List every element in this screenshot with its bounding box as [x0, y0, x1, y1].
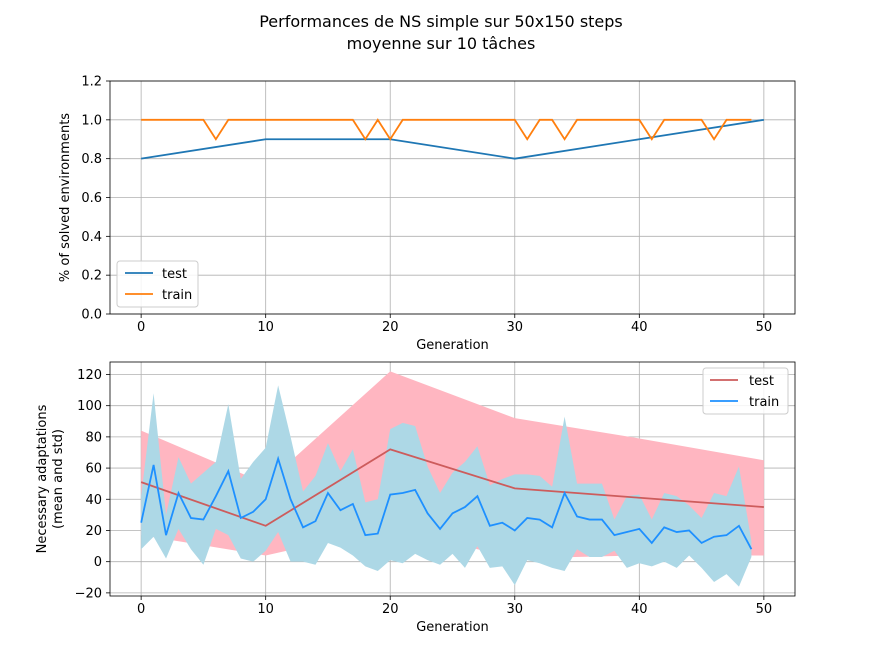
x-tick-label: 20	[382, 320, 399, 335]
y-tick-label: 120	[77, 368, 102, 383]
y-tick-label: 0	[94, 555, 102, 570]
bottom-chart: 0 10 20 30 40 50 −20 0 20 40 60 80 100 120 Generation N…	[35, 361, 796, 635]
y-tick-label: 0.2	[81, 269, 102, 284]
legend-label-train: train	[162, 288, 192, 303]
y-axis-label-line1: Necessary adaptations	[35, 404, 50, 553]
legend-label-test: test	[162, 267, 187, 282]
y-axis-label: % of solved environments	[58, 113, 73, 282]
x-tick-label: 10	[257, 320, 274, 335]
y-tick-label: 60	[85, 462, 102, 477]
x-tick-label: 0	[137, 320, 145, 335]
plot-frame	[109, 361, 796, 597]
x-tick-label: 20	[382, 602, 399, 617]
x-tick-label: 40	[631, 602, 648, 617]
y-tick-label: 0.0	[81, 308, 102, 323]
figure-title-line2: moyenne sur 10 tâches	[347, 34, 536, 53]
y-tick-label: 0.4	[81, 230, 102, 245]
mean-line-test	[140, 448, 764, 527]
y-tick-label: 40	[85, 493, 102, 508]
y-tick-label: 100	[77, 399, 102, 414]
y-tick-label: 0.8	[81, 152, 102, 167]
top-chart: 0 10 20 30 40 50 0.0 0.2 0.4 0.6 0.8 1.0 1.2 Generati…	[58, 75, 796, 353]
series-line-train	[141, 118, 752, 141]
x-axis-label: Generation	[416, 620, 489, 635]
x-tick-label: 0	[137, 602, 145, 617]
y-tick-label: 80	[85, 430, 102, 445]
x-tick-label: 40	[631, 320, 648, 335]
y-tick-label: 0.6	[81, 191, 102, 206]
figure-title-line1: Performances de NS simple sur 50x150 ste…	[259, 12, 623, 31]
legend-label-train: train	[749, 395, 779, 410]
x-axis-label: Generation	[416, 338, 489, 353]
x-tick-label: 50	[756, 602, 773, 617]
x-tick-label: 50	[756, 320, 773, 335]
y-tick-label: 1.2	[81, 75, 102, 90]
mean-line-train	[140, 455, 753, 550]
series-line-test	[141, 118, 764, 160]
x-tick-label: 30	[506, 602, 523, 617]
y-tick-label: 20	[85, 524, 102, 539]
y-tick-label: −20	[75, 586, 102, 601]
y-tick-label: 1.0	[81, 113, 102, 128]
y-axis-label-line2: (mean and std)	[51, 429, 66, 529]
plot-frame	[109, 80, 796, 315]
std-band-train	[141, 385, 752, 587]
x-tick-label: 30	[506, 320, 523, 335]
x-tick-label: 10	[257, 602, 274, 617]
legend-label-test: test	[749, 374, 774, 389]
